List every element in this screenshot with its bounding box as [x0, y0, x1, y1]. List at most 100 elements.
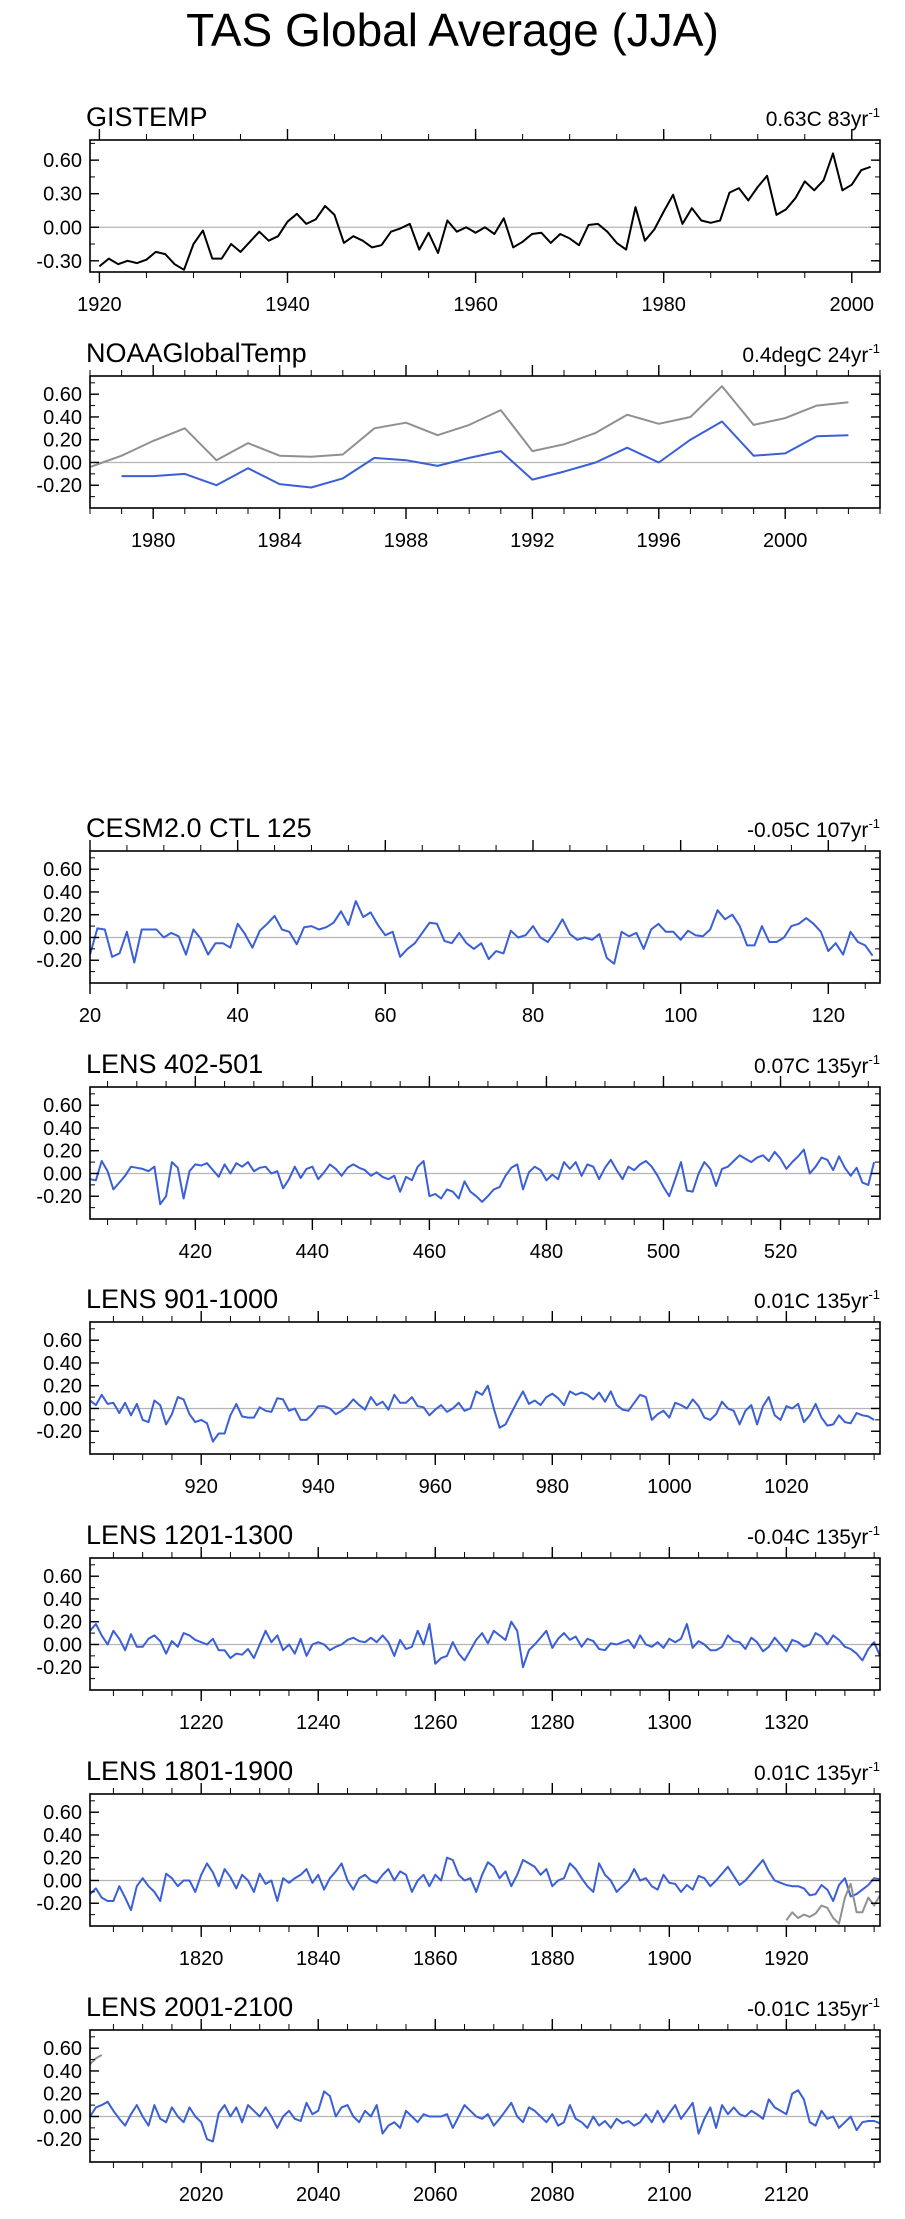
panel-title: LENS 2001-2100 — [86, 1992, 293, 2022]
x-tick-label: 2060 — [413, 2184, 458, 2206]
series-line-1 — [89, 1384, 875, 1443]
y-tick-label: 0.00 — [43, 217, 82, 239]
y-tick-label: -0.30 — [36, 251, 82, 273]
panel-annotation: -0.01C 135yr-1 — [747, 1995, 880, 2021]
panel-7: LENS 1801-1900 0.01C 135yr-1 -0.200.000.20… — [36, 1756, 881, 1970]
x-tick-label: 1020 — [764, 1476, 809, 1498]
panel-3: CESM2.0 CTL 125 -0.05C 107yr-1-0.200.000.… — [36, 813, 881, 1027]
y-tick-label: 0.40 — [43, 1353, 82, 1375]
x-tick-label: 1840 — [296, 1948, 341, 1970]
y-tick-label: 0.40 — [43, 882, 82, 904]
y-tick-label: 0.60 — [43, 859, 82, 881]
plot-frame — [89, 850, 881, 984]
x-tick-label: 1820 — [179, 1948, 224, 1970]
panel-title: LENS 402-501 — [86, 1049, 263, 1079]
plot-frame — [89, 2029, 881, 2163]
x-tick-label: 1000 — [647, 1476, 692, 1498]
plot-frame — [89, 375, 881, 509]
y-tick-label: 0.00 — [43, 1398, 82, 1420]
panel-annotation: -0.05C 107yr-1 — [747, 816, 880, 842]
panel-2: NOAAGlobalTemp 0.4degC 24yr-1 -0.200.000.2… — [36, 338, 881, 552]
series-line-2 — [121, 420, 849, 489]
x-tick-label: 1320 — [764, 1712, 809, 1734]
panel-1: GISTEMP 0.63C 83yr-1 -0.30 0.00 0.30 0.60 1920… — [36, 102, 881, 316]
y-tick-label: 0.60 — [43, 1095, 82, 1117]
series-line-1 — [98, 152, 871, 271]
y-tick-label: 0.60 — [43, 1330, 82, 1352]
y-tick-label: -0.20 — [36, 950, 82, 972]
series-line-1 — [89, 1856, 881, 1912]
annotation-sup: -1 — [868, 816, 880, 831]
panel-title: CESM2.0 CTL 125 — [86, 813, 312, 843]
y-tick-label: 0.60 — [43, 2038, 82, 2060]
y-tick-label: 0.20 — [43, 1612, 82, 1634]
y-tick-label: 0.40 — [43, 407, 82, 429]
y-tick-label: 0.60 — [43, 150, 82, 172]
x-tick-label: 1940 — [265, 294, 310, 316]
annotation-text: -0.01C 135yr — [747, 1998, 868, 2021]
y-tick-label: 0.40 — [43, 1118, 82, 1140]
y-tick-label: 0.20 — [43, 430, 82, 452]
x-tick-label: 1240 — [296, 1712, 341, 1734]
annotation-sup: -1 — [868, 341, 880, 356]
x-tick-label: 960 — [419, 1476, 452, 1498]
annotation-text: 0.63C 83yr — [766, 108, 869, 131]
series-line-1 — [89, 385, 849, 468]
annotation-sup: -1 — [868, 1759, 880, 1774]
panel-annotation: 0.01C 135yr-1 — [754, 1759, 880, 1785]
panel-annotation: 0.01C 135yr-1 — [754, 1287, 880, 1313]
y-tick-label: 0.60 — [43, 1566, 82, 1588]
plot-frame — [89, 1321, 881, 1455]
annotation-sup: -1 — [868, 1995, 880, 2010]
annotation-sup: -1 — [868, 1523, 880, 1538]
y-tick-label: 0.30 — [43, 184, 82, 206]
plot-frame — [89, 1086, 881, 1220]
x-tick-label: 1300 — [647, 1712, 692, 1734]
plot-frame — [89, 1557, 881, 1691]
y-tick-label: 0.20 — [43, 2084, 82, 2106]
y-tick-label: -0.20 — [36, 1421, 82, 1443]
x-tick-label: 1996 — [637, 530, 682, 552]
x-tick-label: 460 — [413, 1241, 446, 1263]
x-tick-label: 1860 — [413, 1948, 458, 1970]
x-tick-label: 2040 — [296, 2184, 341, 2206]
y-tick-label: 0.40 — [43, 2061, 82, 2083]
annotation-sup: -1 — [868, 105, 880, 120]
x-tick-label: 20 — [79, 1005, 101, 1027]
main-title: TAS Global Average (JJA) — [186, 4, 719, 56]
x-tick-label: 60 — [374, 1005, 396, 1027]
series-line-1 — [89, 1620, 881, 1669]
x-tick-label: 1280 — [530, 1712, 575, 1734]
x-tick-label: 2000 — [763, 530, 808, 552]
x-tick-label: 2080 — [530, 2184, 575, 2206]
series-line-1 — [89, 2089, 881, 2143]
y-tick-label: 0.20 — [43, 1141, 82, 1163]
x-tick-label: 1900 — [647, 1948, 692, 1970]
panel-title: NOAAGlobalTemp — [86, 338, 307, 368]
x-tick-label: 940 — [302, 1476, 335, 1498]
panel-6: LENS 1201-1300 -0.04C 135yr-1 -0.200.000.2… — [36, 1520, 881, 1734]
y-tick-label: -0.20 — [36, 2129, 82, 2151]
x-tick-label: 1260 — [413, 1712, 458, 1734]
x-tick-label: 440 — [296, 1241, 329, 1263]
panel-8: LENS 2001-2100 -0.01C 135yr-1 -0.200.000.2… — [36, 1992, 881, 2206]
y-tick-label: 0.00 — [43, 1634, 82, 1656]
y-tick-label: 0.00 — [43, 452, 82, 474]
x-tick-label: 1960 — [453, 294, 498, 316]
x-tick-label: 100 — [664, 1005, 697, 1027]
annotation-text: -0.05C 107yr — [747, 819, 868, 842]
x-tick-label: 1992 — [510, 530, 555, 552]
x-tick-label: 2120 — [764, 2184, 809, 2206]
y-tick-label: 0.00 — [43, 2106, 82, 2128]
panel-title: LENS 901-1000 — [86, 1284, 278, 1314]
x-tick-label: 920 — [184, 1476, 217, 1498]
y-tick-label: 0.20 — [43, 905, 82, 927]
series-line-2 — [785, 1882, 881, 1925]
annotation-text: -0.04C 135yr — [747, 1526, 868, 1549]
x-tick-label: 480 — [530, 1241, 563, 1263]
x-tick-label: 1220 — [179, 1712, 224, 1734]
x-tick-label: 520 — [764, 1241, 797, 1263]
panel-title: GISTEMP — [86, 102, 208, 132]
y-tick-label: -0.20 — [36, 1893, 82, 1915]
x-tick-label: 1920 — [77, 294, 122, 316]
